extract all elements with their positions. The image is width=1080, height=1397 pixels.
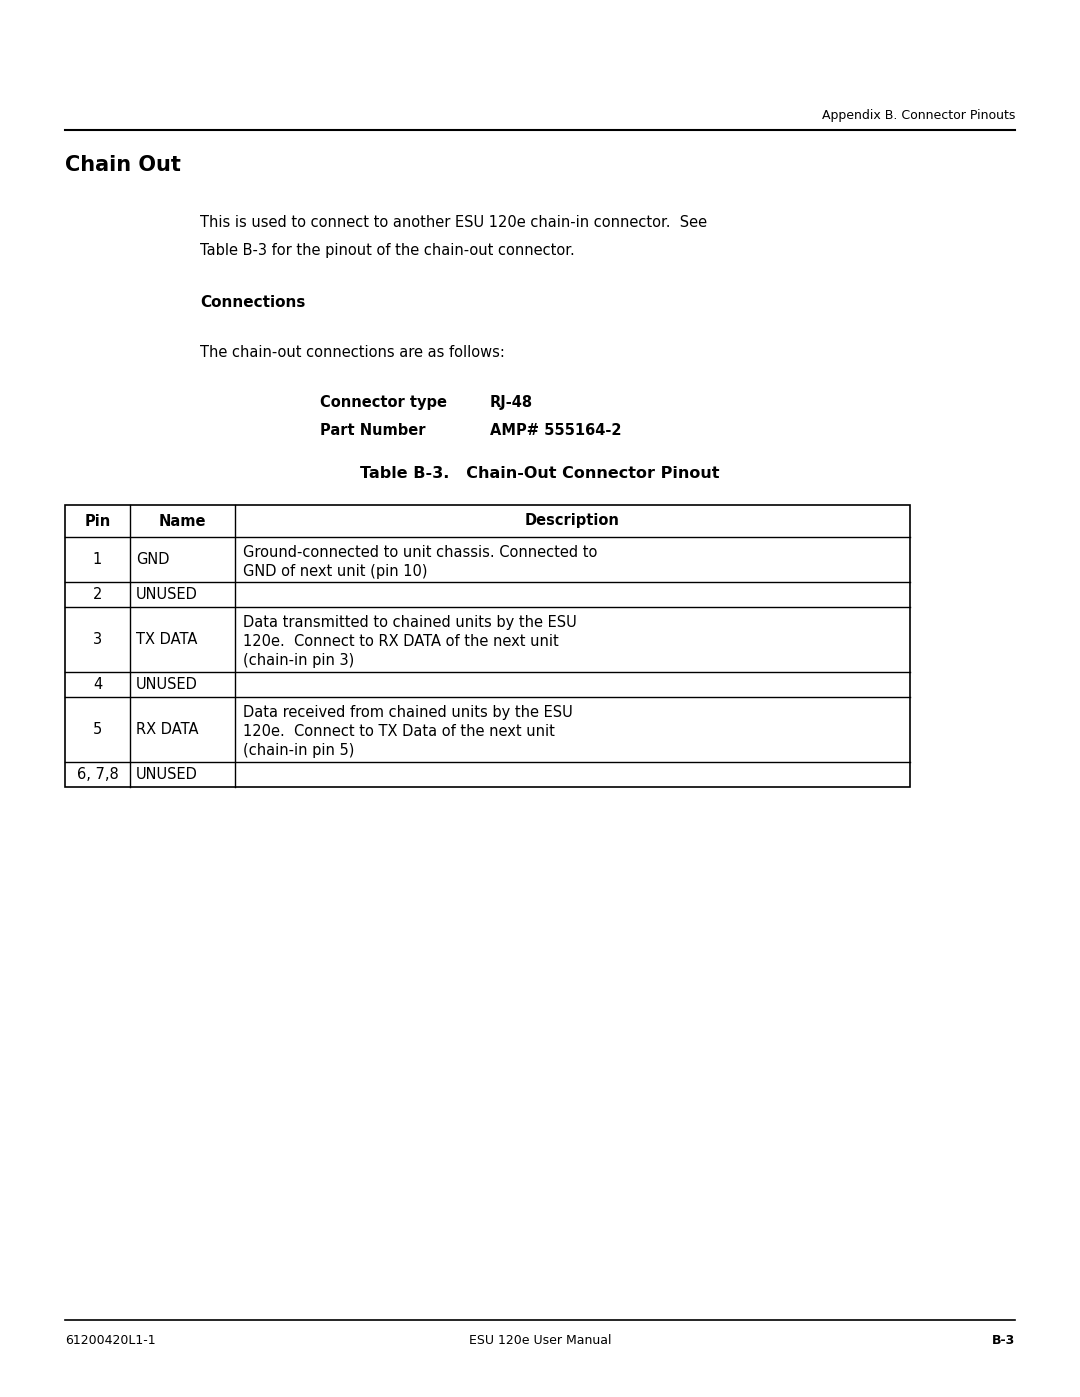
- Text: Part Number: Part Number: [320, 423, 426, 439]
- Text: Pin: Pin: [84, 514, 110, 528]
- Text: Chain Out: Chain Out: [65, 155, 180, 175]
- Text: TX DATA: TX DATA: [136, 631, 198, 647]
- Text: 3: 3: [93, 631, 103, 647]
- Text: The chain-out connections are as follows:: The chain-out connections are as follows…: [200, 345, 504, 360]
- Text: Table B-3.   Chain-Out Connector Pinout: Table B-3. Chain-Out Connector Pinout: [361, 467, 719, 481]
- Text: 4: 4: [93, 678, 103, 692]
- Text: UNUSED: UNUSED: [136, 767, 198, 782]
- Text: AMP# 555164-2: AMP# 555164-2: [490, 423, 621, 439]
- Text: Data received from chained units by the ESU
120e.  Connect to TX Data of the nex: Data received from chained units by the …: [243, 705, 572, 759]
- Text: GND: GND: [136, 552, 170, 567]
- Text: B-3: B-3: [991, 1334, 1015, 1347]
- Text: 5: 5: [93, 722, 103, 738]
- Text: UNUSED: UNUSED: [136, 678, 198, 692]
- Bar: [65, 504, 910, 787]
- Text: Ground-connected to unit chassis. Connected to
GND of next unit (pin 10): Ground-connected to unit chassis. Connec…: [243, 545, 597, 580]
- Text: Data transmitted to chained units by the ESU
120e.  Connect to RX DATA of the ne: Data transmitted to chained units by the…: [243, 615, 577, 668]
- Text: Name: Name: [159, 514, 206, 528]
- Text: 2: 2: [93, 587, 103, 602]
- Text: 6, 7,8: 6, 7,8: [77, 767, 119, 782]
- Text: UNUSED: UNUSED: [136, 587, 198, 602]
- Text: 1: 1: [93, 552, 103, 567]
- Text: Table B-3 for the pinout of the chain-out connector.: Table B-3 for the pinout of the chain-ou…: [200, 243, 575, 258]
- Text: Appendix B. Connector Pinouts: Appendix B. Connector Pinouts: [822, 109, 1015, 122]
- Text: RX DATA: RX DATA: [136, 722, 199, 738]
- Bar: [65, 504, 910, 536]
- Text: Description: Description: [525, 514, 620, 528]
- Text: RJ-48: RJ-48: [490, 395, 534, 409]
- Text: ESU 120e User Manual: ESU 120e User Manual: [469, 1334, 611, 1347]
- Text: Connector type: Connector type: [320, 395, 447, 409]
- Text: This is used to connect to another ESU 120e chain-in connector.  See: This is used to connect to another ESU 1…: [200, 215, 707, 231]
- Text: 61200420L1-1: 61200420L1-1: [65, 1334, 156, 1347]
- Text: Connections: Connections: [200, 295, 306, 310]
